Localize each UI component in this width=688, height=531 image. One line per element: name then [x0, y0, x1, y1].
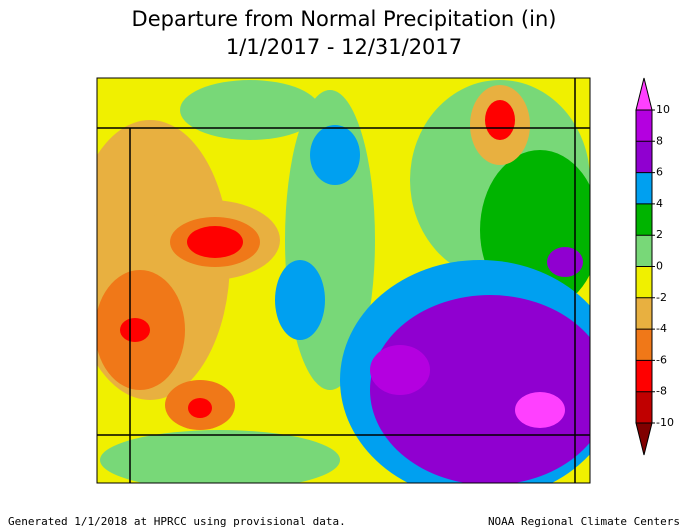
footer-right: NOAA Regional Climate Centers [488, 515, 680, 528]
colorbar-segment [636, 203, 652, 236]
title: Departure from Normal Precipitation (in) [132, 7, 557, 31]
colorbar-tick-label: -10 [656, 416, 674, 429]
colorbar-segment [636, 297, 652, 330]
colorbar-segment [636, 235, 652, 267]
colorbar-tick-label: -2 [656, 291, 667, 304]
colorbar-segment [636, 172, 652, 204]
colorbar-segment [636, 141, 652, 173]
colorbar-segment [636, 110, 652, 142]
colorbar-tick-label: 2 [656, 228, 663, 241]
colorbar-tick-label: -6 [656, 353, 667, 366]
colorbar-tick-label: 4 [656, 197, 663, 210]
subtitle: 1/1/2017 - 12/31/2017 [226, 35, 462, 59]
colorbar-tick-label: -8 [656, 385, 667, 398]
colorbar-tick-label: 8 [656, 134, 663, 147]
footer-left: Generated 1/1/2018 at HPRCC using provis… [8, 515, 346, 528]
colorbar-segment [636, 329, 652, 361]
colorbar-under-arrow [635, 422, 653, 456]
colorbar-segment [636, 360, 652, 392]
colorbar-over-arrow [635, 77, 653, 111]
colorbar-tick-label: -4 [656, 322, 667, 335]
colorbar-tick-label: 10 [656, 103, 670, 116]
colorbar-tick-label: 0 [656, 260, 663, 273]
colorbar-segment [636, 391, 652, 423]
map [96, 77, 591, 484]
colorbar-segment [636, 266, 652, 298]
colorbar: -10 -8 -6 -4 -2 0 2 4 6 8 10 [635, 77, 674, 456]
colorbar-tick-label: 6 [656, 166, 663, 179]
